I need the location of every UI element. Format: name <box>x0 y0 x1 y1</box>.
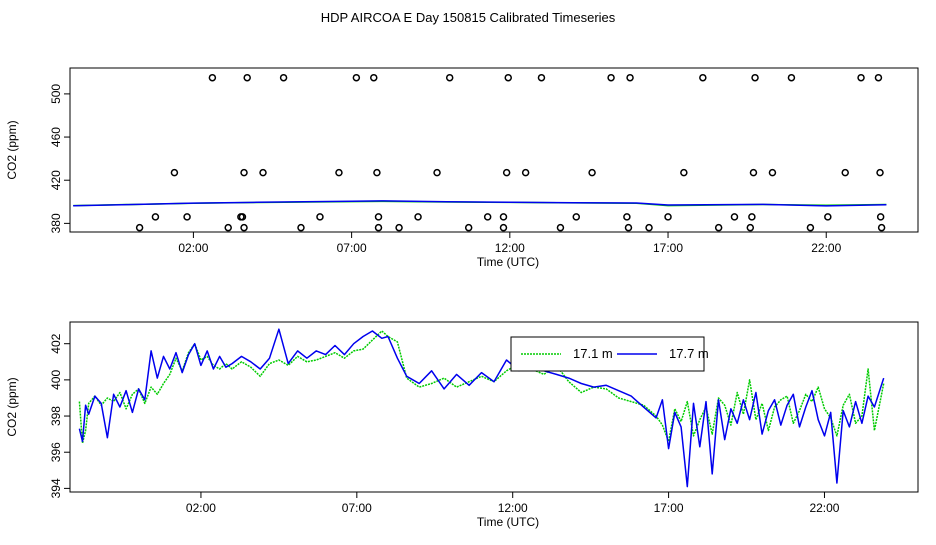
x-tick-label: 17:00 <box>654 501 684 515</box>
calibration-point <box>240 223 248 232</box>
calibration-point <box>556 223 565 232</box>
plot-frame <box>69 321 919 493</box>
calibration-point <box>464 223 473 232</box>
calibration-point <box>374 223 383 232</box>
calibration-point <box>699 73 707 82</box>
plot-area <box>73 200 887 207</box>
calibration-point <box>768 168 777 177</box>
calibration-point <box>499 213 508 221</box>
calibration-point <box>504 73 512 82</box>
y-tick-label: 420 <box>49 170 63 190</box>
calibration-point <box>395 223 403 232</box>
y-tick-label: 500 <box>49 84 63 104</box>
y-tick-label: 380 <box>49 213 63 233</box>
x-axis-label: Time (UTC) <box>477 255 539 269</box>
calibration-point <box>749 168 758 177</box>
series-line <box>73 200 887 207</box>
y-tick-label: 400 <box>49 370 63 390</box>
calibration-point <box>373 168 381 177</box>
calibration-point <box>183 213 191 221</box>
calibration-point <box>433 168 441 177</box>
legend-label: 17.1 m <box>573 346 613 361</box>
plot-area <box>78 328 885 488</box>
calibration-point <box>664 213 672 221</box>
calibration-point <box>414 213 422 221</box>
x-axis-label: Time (UTC) <box>477 515 539 529</box>
y-axis-label: CO2 (ppm) <box>5 377 19 436</box>
calibration-point <box>877 223 886 232</box>
calibration-point <box>748 213 756 221</box>
calibration-point <box>645 223 653 232</box>
calibration-point <box>483 213 492 221</box>
calibration-point <box>680 168 688 177</box>
legend-label: 17.7 m <box>669 346 709 361</box>
calibration-point <box>279 73 288 82</box>
calibration-point <box>297 223 305 232</box>
calibration-point <box>521 168 530 177</box>
calibration-point <box>624 223 633 232</box>
panel-co2-timeseries: 02:00 07:00 12:00 17:00 22:00 394 396 398 400 402… <box>5 321 919 529</box>
calibration-point <box>170 168 179 177</box>
x-tick-label: 02:00 <box>186 501 216 515</box>
calibration-point <box>824 213 832 221</box>
y-tick-label: 460 <box>49 127 63 147</box>
x-tick-label: 07:00 <box>337 241 367 255</box>
calibration-point <box>806 223 815 232</box>
calibration-point <box>224 223 232 232</box>
calibration-point <box>874 73 883 82</box>
calibration-point <box>607 73 615 82</box>
calibration-point <box>352 73 361 82</box>
calibration-point <box>588 168 596 177</box>
calibration-point <box>374 213 383 221</box>
y-tick-label: 396 <box>49 442 63 462</box>
x-tick-label: 12:00 <box>495 241 525 255</box>
calibration-point <box>240 168 248 177</box>
y-tick-label: 402 <box>49 333 63 353</box>
calibration-point <box>243 73 251 82</box>
plot-frame <box>69 67 919 233</box>
y-tick-label: 394 <box>49 478 63 498</box>
y-tick-label: 398 <box>49 406 63 426</box>
x-tick-label: 07:00 <box>342 501 372 515</box>
calibration-point <box>730 213 739 221</box>
calibration-point <box>623 213 631 221</box>
panel-calibration-scatter: 02:00 07:00 12:00 17:00 22:00 380 420 460 500 Tim… <box>5 67 919 269</box>
figure-title: HDP AIRCOA E Day 150815 Calibrated Times… <box>321 10 616 25</box>
calibration-point <box>499 223 508 232</box>
calibration-point <box>135 223 144 232</box>
x-tick-label: 12:00 <box>498 501 528 515</box>
series-line <box>78 328 885 488</box>
calibration-point <box>841 168 849 177</box>
calibration-point <box>787 73 796 82</box>
calibration-point <box>208 73 217 82</box>
calibration-point <box>370 73 378 82</box>
calibration-point <box>335 168 343 177</box>
y-axis-label: CO2 (ppm) <box>5 120 19 179</box>
calibration-point <box>445 73 454 82</box>
calibration-point <box>714 223 723 232</box>
calibration-point <box>876 213 885 221</box>
x-tick-label: 22:00 <box>809 501 839 515</box>
calibration-point <box>876 168 884 177</box>
calibration-point <box>751 73 759 82</box>
calibration-point <box>626 73 634 82</box>
calibration-point <box>151 213 160 221</box>
calibration-point <box>238 213 247 221</box>
calibration-point <box>746 223 755 232</box>
series-line <box>78 330 885 444</box>
legend: 17.1 m 17.7 m <box>510 336 709 372</box>
x-tick-label: 02:00 <box>178 241 208 255</box>
calibration-point <box>259 168 267 177</box>
calibration-point <box>537 73 546 82</box>
calibration-point <box>502 168 511 177</box>
calibration-point <box>857 73 865 82</box>
calibration-point <box>572 213 581 221</box>
x-tick-label: 22:00 <box>811 241 841 255</box>
x-tick-label: 17:00 <box>653 241 683 255</box>
calibration-point <box>316 213 324 221</box>
